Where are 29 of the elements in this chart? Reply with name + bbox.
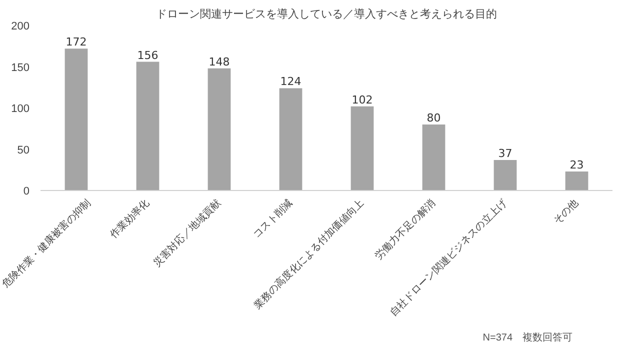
x-tick-label: 作業効率化	[107, 196, 152, 242]
bar	[64, 48, 88, 190]
y-tick-label: 100	[11, 103, 30, 115]
data-label: 102	[352, 93, 373, 106]
y-tick-label: 50	[17, 144, 30, 156]
text: N=374 複数回答可	[482, 332, 573, 344]
bar	[565, 172, 588, 190]
data-label: 156	[137, 48, 158, 62]
y-tick-label: 150	[11, 62, 30, 74]
data-label: 172	[66, 36, 87, 49]
y-tick-label: 0	[23, 186, 30, 198]
x-tick-label: 危険作業・健康被害の抑制	[0, 196, 94, 290]
x-tick-label: コスト削減	[250, 196, 295, 241]
bar	[279, 88, 302, 190]
chart-title: ドローン関連サービスを導入している／導入すべきと考えられる目的	[156, 8, 497, 20]
data-label: 23	[570, 158, 584, 172]
data-label: 148	[208, 55, 230, 68]
x-tick-label: 労働力不足の解消	[372, 196, 438, 262]
bar	[350, 106, 374, 190]
bar	[494, 160, 517, 190]
data-label: 124	[280, 75, 302, 88]
y-tick-label: 200	[11, 20, 30, 32]
bar	[208, 68, 231, 190]
x-tick-label: 災害対応／地域貢献	[151, 196, 224, 270]
bar	[136, 62, 160, 190]
x-tick-label: その他	[550, 196, 581, 227]
data-label: 37	[498, 146, 512, 160]
bar	[422, 124, 446, 190]
data-label: 80	[426, 112, 441, 124]
